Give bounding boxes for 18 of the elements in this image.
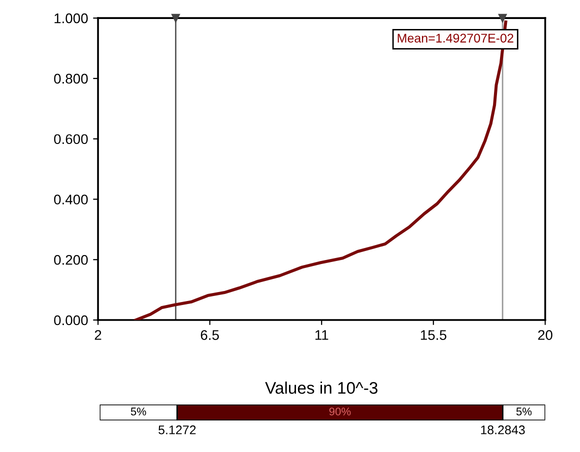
- y-tick-label: 0.400: [54, 194, 88, 204]
- y-tick-label: 0.800: [54, 74, 88, 84]
- text: 5%: [516, 408, 532, 416]
- text: 90%: [329, 408, 351, 416]
- y-tick-label: 0.000: [54, 315, 88, 326]
- x-tick-label: 2: [94, 330, 102, 340]
- text: 5.1272: [158, 425, 196, 434]
- y-tick-label: 0.600: [54, 134, 88, 144]
- x-axis-title: Values in 10^-3: [265, 382, 378, 394]
- x-tick-label: 11: [315, 330, 328, 340]
- text: 18.2843: [481, 425, 525, 434]
- text: 5%: [130, 408, 146, 416]
- y-tick-label: 0.200: [54, 254, 88, 265]
- annotation: Mean=1.492707E-02: [398, 34, 514, 43]
- x-tick-label: 6.5: [200, 330, 219, 340]
- x-tick-label: 20: [538, 330, 552, 340]
- x-tick-label: 15.5: [420, 330, 446, 340]
- y-tick-label: 1.000: [54, 13, 88, 24]
